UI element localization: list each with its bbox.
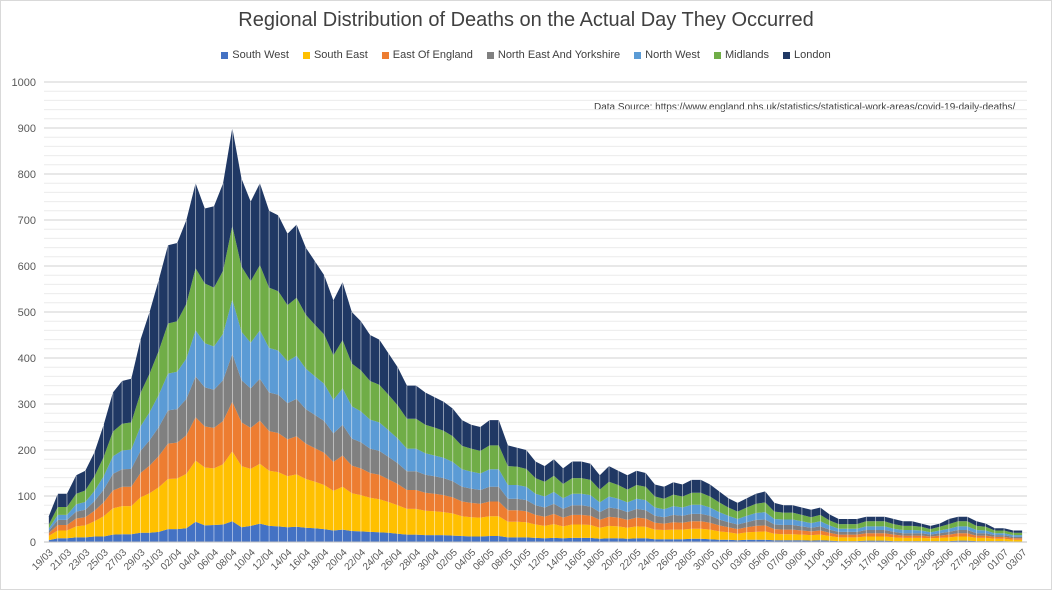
legend-label: North West — [645, 49, 700, 61]
legend-label: Midlands — [724, 49, 770, 61]
series-area-south-west — [48, 521, 1023, 542]
legend-swatch — [783, 51, 791, 59]
x-tick-label: 03/07 — [1004, 547, 1030, 573]
data-source-annotation: Data Source: https://www.england.nhs.uk/… — [594, 102, 1016, 113]
legend-item-north-east-and-yorkshire: North East And Yorkshire — [486, 49, 621, 61]
legend-label: South West — [232, 49, 289, 61]
series-area-south-east — [48, 451, 1023, 542]
legend-swatch — [381, 51, 389, 59]
chart-title: Regional Distribution of Deaths on the A… — [238, 9, 814, 31]
y-tick-label: 200 — [18, 445, 36, 457]
legend-label: London — [794, 49, 831, 61]
series-area-midlands — [48, 226, 1023, 536]
y-tick-label: 500 — [18, 307, 36, 319]
y-tick-label: 400 — [18, 353, 36, 365]
series-area-north-west — [48, 299, 1023, 537]
y-tick-label: 600 — [18, 261, 36, 273]
legend-label: South East — [313, 49, 368, 61]
legend-item-east-of-england: East Of England — [381, 49, 473, 61]
y-tick-label: 900 — [18, 123, 36, 135]
y-tick-label: 1000 — [12, 77, 36, 89]
legend-item-north-west: North West — [634, 49, 700, 61]
y-tick-label: 100 — [18, 491, 36, 503]
legend-item-london: London — [783, 49, 831, 61]
series-area-london — [48, 128, 1023, 533]
legend-item-south-east: South East — [302, 49, 368, 61]
legend-swatch — [221, 51, 229, 59]
legend-label: East Of England — [392, 49, 473, 61]
y-tick-label: 800 — [18, 169, 36, 181]
legend-swatch — [713, 51, 721, 59]
y-tick-label: 700 — [18, 215, 36, 227]
legend-swatch — [486, 51, 494, 59]
legend-swatch — [302, 51, 310, 59]
y-tick-label: 0 — [30, 537, 36, 549]
chart-legend: South West South East East Of England North… — [0, 49, 1052, 61]
legend-label: North East And Yorkshire — [497, 49, 621, 61]
legend-swatch — [634, 51, 642, 59]
legend-item-midlands: Midlands — [713, 49, 770, 61]
y-tick-label: 300 — [18, 399, 36, 411]
legend-item-south-west: South West — [221, 49, 289, 61]
